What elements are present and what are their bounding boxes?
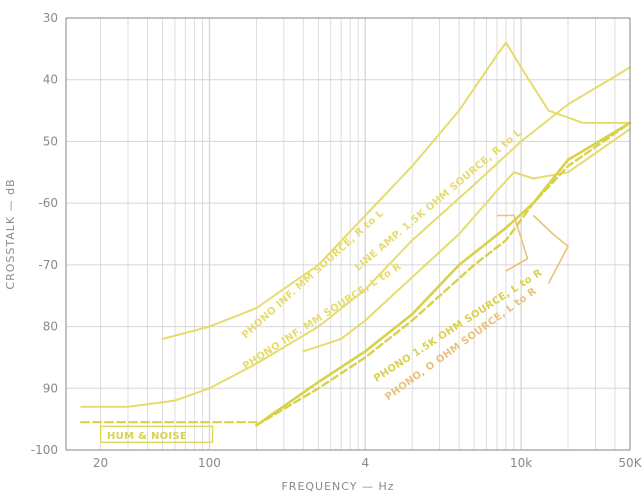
y-tick-label: 40 (43, 73, 58, 87)
curve-label: HUM & NOISE (107, 431, 187, 442)
x-tick-labels: 20 100 4 10k 50K (93, 456, 643, 470)
y-tick-label: 90 (43, 381, 58, 395)
series-line-2 (80, 66, 631, 408)
y-tick-labels: 30 40 50 -60 -70 80 90 -100 (31, 11, 58, 457)
y-tick-label: 30 (43, 11, 58, 25)
x-tick-label: 50K (618, 456, 642, 470)
x-tick-label: 20 (93, 456, 108, 470)
hum-noise-box (99, 425, 214, 443)
y-tick-label: -60 (38, 196, 58, 210)
bracket-mark (497, 214, 529, 272)
x-tick-label: 100 (198, 456, 221, 470)
series-line-5 (255, 121, 632, 427)
plot-frame (65, 17, 631, 451)
y-tick-label: 50 (43, 134, 58, 148)
bracket-mark (532, 214, 570, 284)
y-axis-title: CROSSTALK — dB (4, 178, 17, 289)
x-tick-label: 4 (361, 456, 369, 470)
x-axis-title: FREQUENCY — Hz (281, 480, 394, 493)
curves (80, 41, 632, 427)
y-tick-label: 80 (43, 320, 58, 334)
series-line-4 (255, 121, 632, 427)
series-line-1 (161, 41, 631, 340)
y-tick-label: -70 (38, 258, 58, 272)
series-line-3 (302, 128, 631, 353)
y-tick-label: -100 (31, 443, 58, 457)
x-tick-label: 10k (510, 456, 532, 470)
curve-label: PHONO, O OHM SOURCE, L to R (383, 286, 538, 403)
